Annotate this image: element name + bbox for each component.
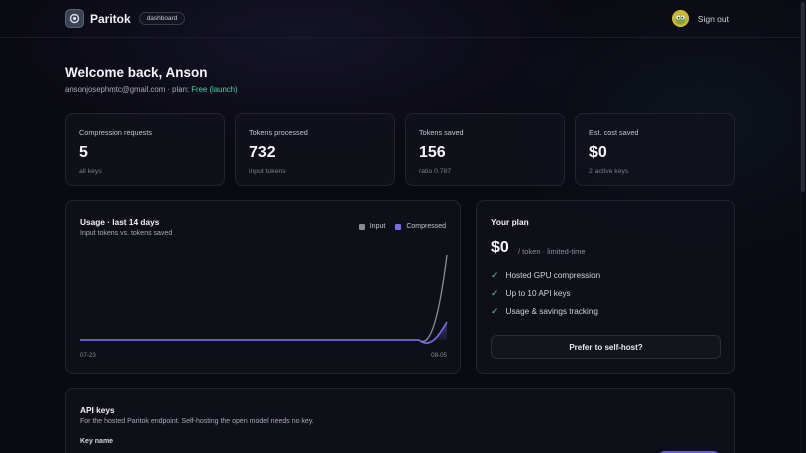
page-title: Welcome back, Anson — [65, 65, 208, 80]
plan-unit: / token · limited-time — [518, 247, 586, 256]
plan-name: Free (launch) — [191, 85, 238, 94]
usage-card: Usage · last 14 days Input tokens vs. to… — [65, 200, 461, 374]
api-keys-subtitle: For the hosted Paritok endpoint. Self-ho… — [80, 418, 314, 425]
check-icon: ✓ — [491, 288, 499, 298]
plan-feature: ✓ Hosted GPU compression — [491, 270, 600, 281]
brand[interactable]: Paritok dashboard — [65, 9, 186, 28]
stat-card-tokens-saved: Tokens saved 156 ratio 0.787 — [405, 113, 565, 186]
x-tick-start: 07-23 — [80, 352, 96, 359]
legend-label-input: Input — [369, 223, 386, 230]
page-scrollbar[interactable] — [800, 0, 806, 453]
account-email: ansonjosephmtc@gmail.com — [65, 85, 166, 94]
chart-legend: Input Compressed — [349, 223, 446, 230]
paritok-logo-icon — [65, 9, 84, 28]
stat-sub: ratio 0.787 — [419, 168, 452, 175]
top-bar: Paritok dashboard Sign out — [0, 0, 800, 38]
key-name-label: Key name — [80, 438, 114, 445]
plan-title: Your plan — [491, 217, 529, 227]
stat-value: 732 — [249, 144, 276, 161]
legend-label-compressed: Compressed — [406, 223, 446, 230]
plan-feature-label: Usage & savings tracking — [505, 307, 598, 316]
x-tick-end: 08-05 — [431, 352, 447, 359]
stat-label: Tokens processed — [249, 128, 308, 137]
series-line-input — [80, 254, 448, 343]
dashboard-badge: dashboard — [138, 12, 186, 25]
brand-name: Paritok — [90, 11, 131, 26]
stat-card-cost-saved: Est. cost saved $0 2 active keys — [575, 113, 735, 186]
stat-value: 5 — [79, 144, 88, 161]
plan-prefix: · plan: — [165, 85, 192, 94]
stat-sub: input tokens — [249, 168, 286, 175]
sign-out-link[interactable]: Sign out — [697, 13, 729, 24]
usage-subtitle: Input tokens vs. tokens saved — [80, 230, 173, 237]
stat-label: Tokens saved — [419, 128, 464, 137]
stat-sub: all keys — [79, 168, 102, 175]
stat-value: 156 — [419, 144, 446, 161]
legend-item-compressed: Compressed — [395, 223, 446, 230]
avatar[interactable] — [671, 10, 689, 27]
scrollbar-thumb[interactable] — [801, 2, 805, 192]
plan-card: Your plan $0 / token · limited-time ✓ Ho… — [476, 200, 735, 374]
stat-sub: 2 active keys — [589, 168, 629, 175]
check-icon: ✓ — [491, 306, 499, 316]
plan-feature: ✓ Up to 10 API keys — [491, 288, 571, 299]
legend-item-input: Input — [358, 223, 386, 230]
series-line-compressed — [80, 321, 448, 344]
plan-feature-label: Hosted GPU compression — [505, 271, 601, 280]
plan-feature: ✓ Usage & savings tracking — [491, 306, 598, 317]
legend-swatch-input — [358, 223, 365, 230]
api-keys-title: API keys — [80, 405, 115, 415]
usage-title: Usage · last 14 days — [80, 217, 160, 227]
self-host-button[interactable]: Prefer to self-host? — [491, 335, 721, 359]
stat-card-compression-requests: Compression requests 5 all keys — [65, 113, 225, 186]
legend-swatch-compressed — [395, 223, 402, 230]
account-subline: ansonjosephmtc@gmail.com · plan: Free (l… — [65, 85, 238, 94]
plan-feature-label: Up to 10 API keys — [505, 289, 571, 298]
check-icon: ✓ — [491, 270, 499, 280]
plan-price: $0 — [491, 239, 509, 256]
usage-chart: 07-23 08-05 — [80, 254, 448, 359]
stat-value: $0 — [589, 144, 607, 161]
stat-label: Compression requests — [79, 128, 153, 137]
stat-card-tokens-processed: Tokens processed 732 input tokens — [235, 113, 395, 186]
user-menu: Sign out — [671, 10, 729, 27]
create-key-button[interactable] — [658, 451, 720, 453]
api-keys-card: API keys For the hosted Paritok endpoint… — [65, 388, 735, 453]
stat-label: Est. cost saved — [589, 128, 639, 137]
